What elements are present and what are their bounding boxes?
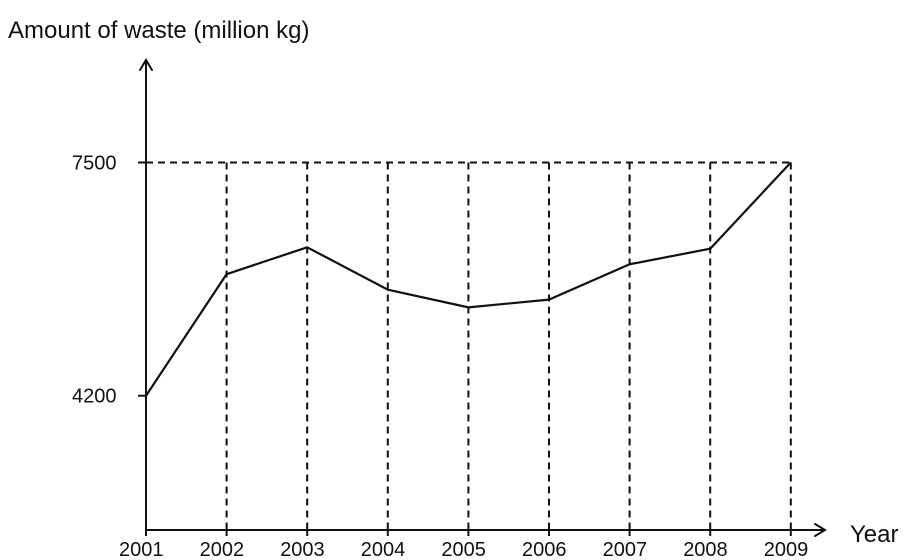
x-tick-label-2009: 2009 [764, 539, 809, 560]
y-axis-title: Amount of waste (million kg) [8, 17, 309, 44]
y-axis-arrow [139, 58, 153, 71]
chart-axes [139, 58, 827, 537]
waste-series [145, 161, 792, 397]
x-tick-labels: 2001 2002 2003 2004 2005 2006 2007 2008 2009 [119, 530, 808, 560]
x-axis-arrow [814, 523, 827, 537]
dashed-guide-lines [146, 161, 792, 530]
x-tick-label-2001: 2001 [119, 539, 164, 560]
x-tick-label-2008: 2008 [683, 539, 728, 560]
x-tick-label-2003: 2003 [280, 539, 325, 560]
y-tick-label-7500: 7500 [72, 152, 117, 174]
x-axis-title: Year [850, 521, 899, 548]
waste-line [145, 161, 792, 397]
y-tick-label-4200: 4200 [72, 386, 117, 408]
y-tick-labels: 4200 7500 [72, 152, 146, 408]
x-tick-label-2007: 2007 [603, 539, 648, 560]
x-tick-label-2002: 2002 [200, 539, 245, 560]
x-tick-label-2005: 2005 [441, 539, 486, 560]
x-tick-label-2004: 2004 [361, 539, 406, 560]
x-tick-label-2006: 2006 [522, 539, 567, 560]
